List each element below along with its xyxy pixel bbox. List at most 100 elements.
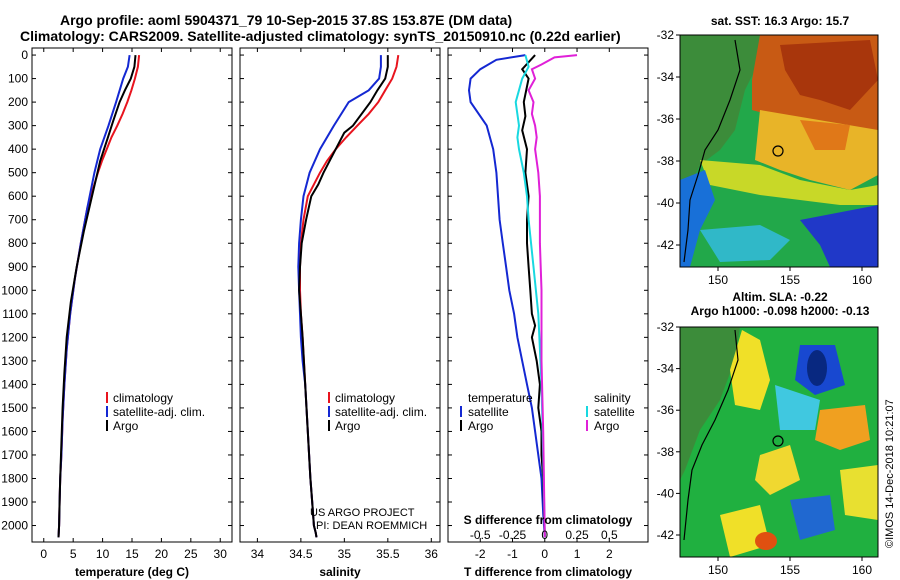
- map-y-tick-label: -40: [657, 196, 675, 210]
- depth-tick-label: 100: [8, 72, 28, 86]
- map-y-tick-label: -38: [657, 154, 675, 168]
- difference-series: [467, 54, 578, 538]
- x-tick-label: 34.5: [289, 547, 313, 561]
- legend-label: climatology: [335, 391, 395, 405]
- x-axis-ticks: 0 5 10 15 20 25 30 34 34.5 35 35.5 36 -2 -1 0 1 2 -0.5 -0.…: [40, 48, 618, 561]
- depth-tick-label: 1100: [2, 307, 28, 321]
- legend-label: Argo: [335, 419, 361, 433]
- x-tick-label: 20: [155, 547, 169, 561]
- x2-tick-label: -0.5: [470, 528, 491, 542]
- legend-label: satellite: [468, 405, 509, 419]
- sst-map: [680, 35, 878, 267]
- sla-map: [680, 327, 878, 557]
- depth-tick-label: 2000: [1, 519, 28, 533]
- depth-tick-label: 400: [8, 142, 28, 156]
- x-tick-label: 10: [96, 547, 110, 561]
- legend-label: climatology: [113, 391, 173, 405]
- sla-map-frame: [679, 326, 879, 558]
- map-y-tick-label: -42: [657, 238, 675, 252]
- map-x-tick-label: 160: [852, 563, 872, 577]
- map-y-tick-label: -40: [657, 486, 675, 500]
- title-line-1: Argo profile: aoml 5904371_79 10-Sep-201…: [60, 12, 512, 28]
- difference-legend: temperature satellite Argo salinity sate…: [460, 391, 635, 433]
- temperature-xlabel: temperature (deg C): [75, 565, 189, 579]
- x-tick-label: 2: [606, 547, 613, 561]
- temperature-legend: climatology satellite-adj. clim. Argo: [106, 391, 205, 433]
- depth-tick-label: 600: [8, 189, 28, 203]
- depth-tick-label: 1600: [1, 424, 28, 438]
- sla-map-axis: -32 -34 -36 -38 -40 -42 150 155 160: [657, 320, 873, 577]
- series-line-s-satellite: [514, 54, 546, 538]
- x-tick-label: 25: [184, 547, 198, 561]
- map-x-tick-label: 155: [780, 563, 800, 577]
- x-tick-label: 15: [125, 547, 139, 561]
- depth-axis: 0 100 200 300 400 500 600 700 800 900 1000 1100 1200…: [1, 48, 648, 533]
- depth-tick-label: 500: [8, 166, 28, 180]
- depth-tick-label: 1800: [1, 471, 28, 485]
- depth-tick-label: 1700: [1, 448, 28, 462]
- series-line-argo: [57, 55, 137, 538]
- series-line-argo: [298, 55, 389, 538]
- sla-map-title-2: Argo h1000: -0.098 h2000: -0.13: [691, 304, 870, 318]
- legend-title-temperature: temperature: [468, 391, 533, 405]
- map-x-tick-label: 160: [852, 273, 872, 287]
- sla-map-title-1: Altim. SLA: -0.22: [732, 290, 828, 304]
- x-tick-label: 0: [541, 547, 548, 561]
- x-tick-label: 30: [214, 547, 228, 561]
- map-x-tick-label: 155: [780, 273, 800, 287]
- x-tick-label: 36: [425, 547, 439, 561]
- series-line-t-satellite: [467, 54, 546, 538]
- difference-xlabel: T difference from climatology: [464, 565, 632, 579]
- difference-xlabel-2: S difference from climatology: [464, 513, 633, 527]
- depth-tick-label: 1200: [1, 330, 28, 344]
- x-tick-label: 34: [251, 547, 265, 561]
- depth-tick-label: 800: [8, 236, 28, 250]
- depth-tick-label: 0: [21, 48, 28, 62]
- map-y-tick-label: -34: [657, 362, 675, 376]
- map-y-tick-label: -32: [657, 320, 675, 334]
- salinity-legend: climatology satellite-adj. clim. Argo US…: [310, 391, 427, 532]
- map-y-tick-label: -42: [657, 528, 675, 542]
- x2-tick-label: 0.5: [601, 528, 618, 542]
- x2-tick-label: -0.25: [499, 528, 527, 542]
- depth-tick-label: 1000: [1, 283, 28, 297]
- map-y-tick-label: -32: [657, 28, 675, 42]
- sst-map-frame: [679, 34, 879, 268]
- difference-panel: [447, 47, 649, 543]
- x-tick-label: 35: [338, 547, 352, 561]
- legend-label: Argo: [468, 419, 494, 433]
- x2-tick-label: 0.25: [565, 528, 589, 542]
- temperature-series: [57, 54, 141, 538]
- temperature-panel: [31, 47, 233, 543]
- salinity-series: [297, 54, 400, 538]
- depth-tick-label: 1300: [1, 354, 28, 368]
- pi-label: PI: DEAN ROEMMICH: [316, 520, 427, 532]
- depth-tick-label: 900: [8, 260, 28, 274]
- map-x-tick-label: 150: [708, 563, 728, 577]
- legend-label: satellite: [594, 405, 635, 419]
- x2-tick-label: 0: [541, 528, 548, 542]
- legend-label: Argo: [113, 419, 139, 433]
- series-line-t-argo: [520, 54, 546, 538]
- depth-tick-label: 1900: [1, 495, 28, 509]
- legend-label: satellite-adj. clim.: [335, 405, 427, 419]
- sst-map-title: sat. SST: 16.3 Argo: 15.7: [711, 14, 850, 28]
- depth-tick-label: 1400: [1, 377, 28, 391]
- map-y-tick-label: -36: [657, 112, 675, 126]
- title-line-2: Climatology: CARS2009. Satellite-adjuste…: [20, 28, 621, 44]
- series-line-s-argo: [527, 54, 578, 538]
- x-tick-label: -2: [475, 547, 486, 561]
- map-x-tick-label: 150: [708, 273, 728, 287]
- credit-label: ©IMOS 14-Dec-2018 10:21:07: [884, 399, 896, 548]
- depth-tick-label: 200: [8, 95, 28, 109]
- legend-title-salinity: salinity: [594, 391, 631, 405]
- x-tick-label: 1: [574, 547, 581, 561]
- sst-map-axis: -32 -34 -36 -38 -40 -42 150 155 160: [657, 28, 873, 287]
- x-tick-label: 5: [70, 547, 77, 561]
- argo-location-marker: [772, 435, 784, 447]
- map-y-tick-label: -38: [657, 445, 675, 459]
- argo-location-marker: [772, 145, 784, 157]
- salinity-xlabel: salinity: [319, 565, 361, 579]
- map-y-tick-label: -34: [657, 70, 675, 84]
- salinity-panel: [239, 47, 441, 543]
